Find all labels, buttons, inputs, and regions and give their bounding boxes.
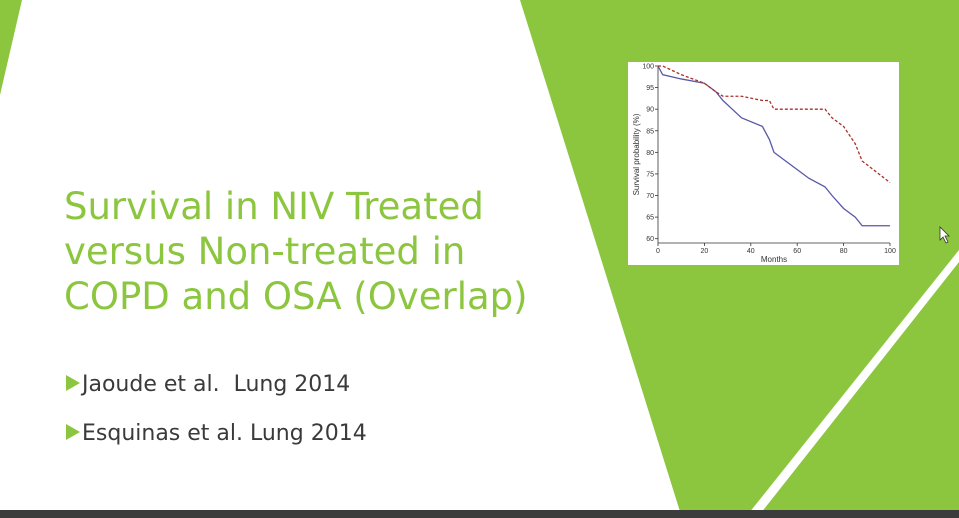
slide-title-line: versus Non-treated in [64,230,465,273]
x-tick-label: 60 [793,248,801,255]
y-tick-label: 100 [642,64,654,71]
y-tick-label: 75 [646,171,654,178]
y-tick-label: 85 [646,128,654,135]
green-sliver [0,0,22,95]
bullet-text: Jaoude et al. Lung 2014 [80,372,350,397]
white-stripe [745,250,959,518]
x-tick-label: 80 [840,248,848,255]
y-axis-label: Survival probability (%) [632,113,641,195]
bullet-text: Esquinas et al. Lung 2014 [82,421,367,446]
y-tick-label: 80 [646,150,654,157]
y-tick-label: 90 [646,107,654,114]
slide-title-line: COPD and OSA (Overlap) [64,275,528,318]
chart-frame [628,62,899,265]
bullet-marker [66,424,80,440]
survival-chart: 60 65 70 75 80 85 90 95 100 0 20 40 60 80 100 Months Sur… [632,64,896,265]
y-tick-label: 65 [646,215,654,222]
mouse-cursor [939,226,950,244]
bullet-marker [66,375,80,391]
x-tick-label: 0 [656,248,660,255]
x-tick-label: 40 [747,248,755,255]
survival-curve [658,65,891,184]
x-tick-label: 20 [701,248,709,255]
x-tick-label: 100 [884,248,896,255]
y-tick-label: 70 [646,193,654,200]
bottom-bar [0,510,959,518]
slide-title-line: Survival in NIV Treated [64,185,484,228]
y-tick-label: 60 [646,236,654,243]
y-tick-label: 95 [646,85,654,92]
x-axis-label: Months [761,255,787,264]
